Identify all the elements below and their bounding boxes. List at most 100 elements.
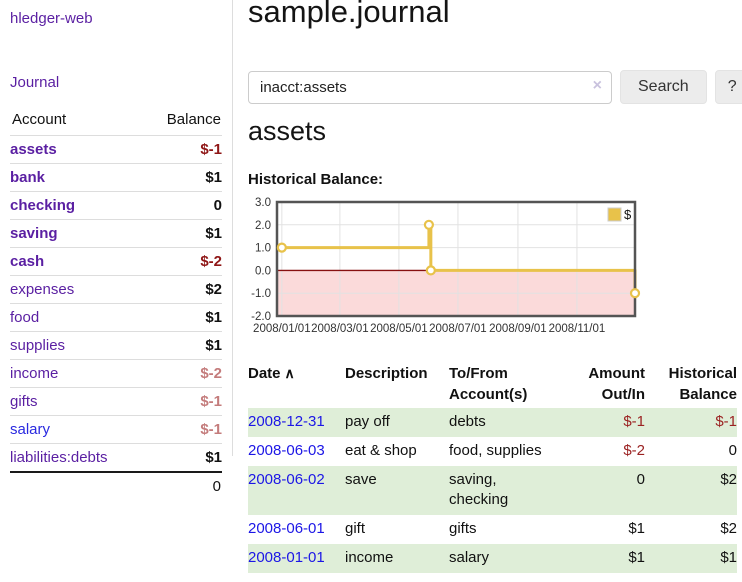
account-balance: $-1 (143, 135, 222, 164)
svg-text:2008/03/01: 2008/03/01 (311, 323, 369, 335)
account-row: food $1 (10, 303, 222, 332)
search-form: × Search ? (248, 70, 742, 104)
svg-text:-2.0: -2.0 (251, 311, 271, 323)
transaction-balance: $-1 (715, 413, 737, 431)
search-button[interactable]: Search (620, 70, 707, 104)
account-balance: $1 (143, 303, 222, 332)
register-row: 2008-12-31 pay off debts $-1 $-1 (248, 408, 737, 438)
account-row: salary $-1 (10, 415, 222, 444)
transaction-amount: 0 (636, 470, 645, 488)
transaction-description: eat & shop (345, 442, 417, 460)
page-title: sample.journal (248, 0, 450, 29)
account-row: supplies $1 (10, 331, 222, 360)
sidebar-item-journal[interactable]: Journal (10, 74, 60, 91)
svg-text:2008/07/01: 2008/07/01 (429, 323, 487, 335)
account-link[interactable]: supplies (10, 337, 66, 354)
svg-text:3.0: 3.0 (255, 197, 271, 209)
account-row: income $-2 (10, 359, 222, 388)
search-input[interactable] (248, 70, 612, 104)
transaction-balance: 0 (728, 442, 737, 460)
transaction-description: gift (345, 520, 366, 538)
accounts-header-balance: Balance (166, 111, 221, 128)
register-header-amount: Amount Out/In (588, 365, 645, 403)
svg-text:1.0: 1.0 (255, 243, 271, 255)
register-row: 2008-06-01 gift gifts $1 $2 (248, 515, 737, 544)
brand-link[interactable]: hledger-web (10, 10, 93, 27)
account-row: bank $1 (10, 163, 222, 192)
register-row: 2008-06-03 eat & shop food, supplies $-2 0 (248, 437, 737, 466)
account-link[interactable]: cash (10, 253, 45, 270)
transaction-date-link[interactable]: 2008-12-31 (248, 413, 325, 431)
transaction-amount: $1 (628, 548, 645, 566)
register-row: 2008-01-01 income salary $1 $1 (248, 543, 737, 573)
account-link[interactable]: food (10, 309, 40, 326)
clear-search-icon[interactable]: × (592, 76, 602, 94)
account-balance: $-1 (143, 387, 222, 416)
account-balance: $2 (143, 275, 222, 304)
register-header-date[interactable]: Date ∧ (248, 365, 295, 382)
transaction-accounts: debts (449, 413, 486, 431)
register-header-description: Description (345, 365, 428, 382)
historical-balance-chart[interactable]: $3.0 2.0 1.0 0.0 -1.0 -2.0 2008/01/01 2008/03/0… (245, 197, 645, 345)
account-link[interactable]: assets (10, 141, 57, 158)
account-link[interactable]: salary (10, 421, 51, 438)
account-balance: $1 (143, 331, 222, 360)
account-row: checking 0 (10, 191, 222, 220)
account-row: assets $-1 (10, 135, 222, 164)
transaction-accounts: saving, checking (449, 470, 509, 509)
register-header-balance: Historical Balance (668, 365, 737, 403)
transaction-description: pay off (345, 413, 390, 431)
transaction-amount: $-1 (623, 413, 645, 431)
account-balance: $-2 (143, 247, 222, 276)
account-balance: 0 (143, 191, 222, 220)
account-link[interactable]: expenses (10, 281, 75, 298)
account-balance: $-2 (143, 359, 222, 388)
svg-text:2008/01/01: 2008/01/01 (253, 323, 311, 335)
accounts-header-account: Account (12, 111, 67, 128)
transaction-amount: $-2 (623, 442, 645, 460)
transaction-accounts: salary (449, 548, 490, 566)
transaction-amount: $1 (628, 520, 645, 538)
main-content: sample.journal × Search ? assets Histori… (245, 0, 742, 582)
transaction-description: save (345, 470, 377, 488)
account-balance: $1 (143, 443, 222, 472)
svg-text:$: $ (624, 207, 632, 222)
svg-text:0.0: 0.0 (255, 265, 271, 277)
search-help-button[interactable]: ? (714, 70, 742, 104)
svg-text:-1.0: -1.0 (251, 288, 271, 300)
account-row: saving $1 (10, 219, 222, 248)
account-heading: assets (248, 116, 327, 146)
svg-text:2.0: 2.0 (255, 220, 271, 232)
transaction-balance: $2 (720, 520, 737, 538)
account-row: cash $-2 (10, 247, 222, 276)
account-row: gifts $-1 (10, 387, 222, 416)
account-link[interactable]: checking (10, 197, 76, 214)
transaction-accounts: gifts (449, 520, 477, 538)
accounts-total-row: 0 (10, 471, 222, 500)
account-link[interactable]: gifts (10, 393, 38, 410)
account-link[interactable]: bank (10, 169, 46, 186)
svg-text:2008/05/01: 2008/05/01 (370, 323, 428, 335)
account-balance: $1 (143, 219, 222, 248)
transaction-description: income (345, 548, 394, 566)
account-row: expenses $2 (10, 275, 222, 304)
account-link[interactable]: income (10, 365, 59, 382)
account-row: liabilities:debts $1 (10, 443, 222, 472)
register-row: 2008-06-02 save saving, checking 0 $2 (248, 465, 737, 516)
account-balance: $-1 (143, 415, 222, 444)
register-header-accounts: To/From Account(s) (449, 365, 528, 403)
register-table: Date ∧ Description To/From Account(s) Amo… (248, 361, 737, 573)
chart-title: Historical Balance: (248, 171, 384, 188)
transaction-date-link[interactable]: 2008-06-01 (248, 520, 325, 538)
account-link[interactable]: saving (10, 225, 58, 242)
accounts-table: Account Balance assets $-1 bank $1 checking 0… (10, 108, 222, 500)
sort-asc-icon: ∧ (284, 365, 295, 381)
account-link[interactable]: liabilities:debts (10, 449, 108, 466)
transaction-balance: $1 (720, 548, 737, 566)
transaction-date-link[interactable]: 2008-01-01 (248, 548, 325, 566)
transaction-accounts: food, supplies (449, 442, 542, 460)
account-balance: $1 (143, 163, 222, 192)
accounts-total-value: 0 (143, 471, 222, 500)
transaction-date-link[interactable]: 2008-06-03 (248, 442, 325, 460)
transaction-date-link[interactable]: 2008-06-02 (248, 470, 325, 488)
